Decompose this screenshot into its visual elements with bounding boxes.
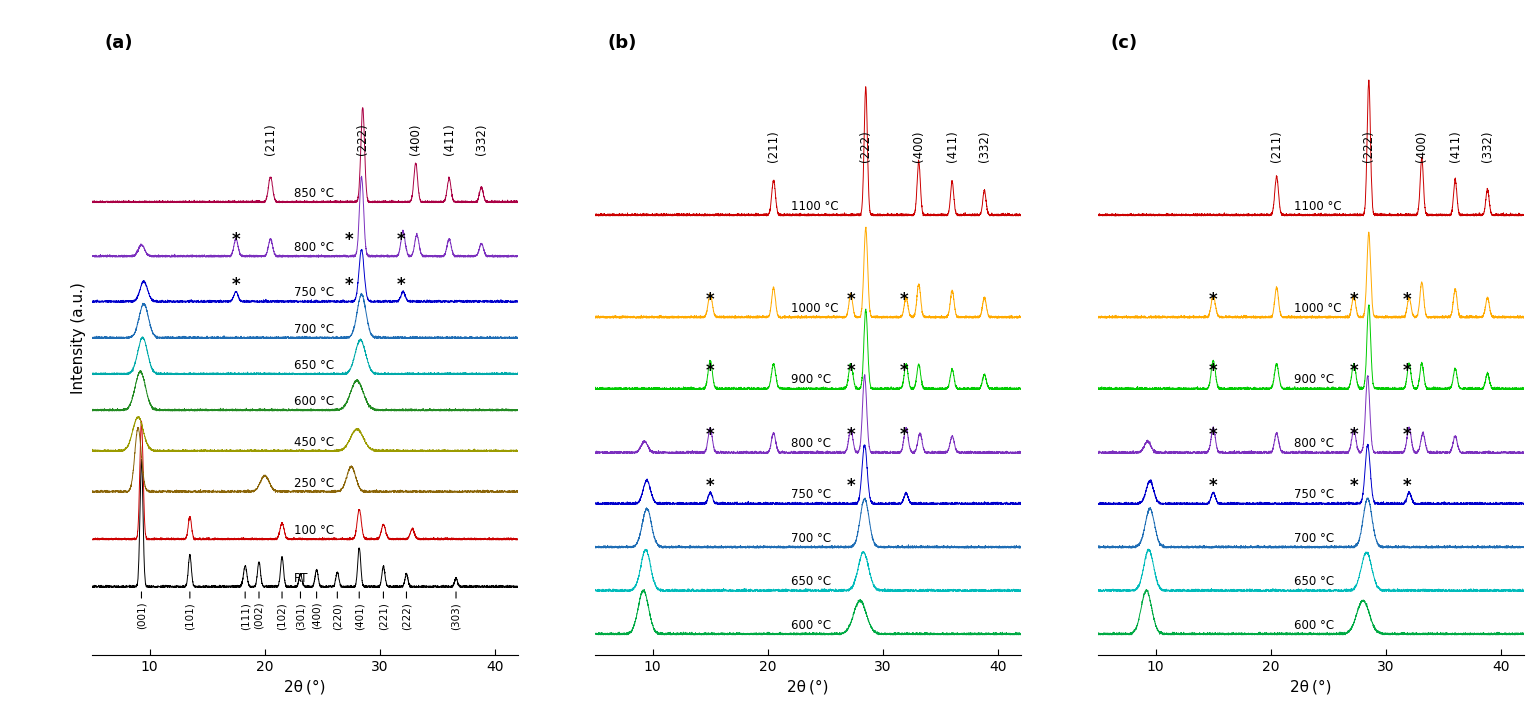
Text: (222): (222) xyxy=(1362,130,1376,162)
Text: (301): (301) xyxy=(296,602,305,629)
Text: *: * xyxy=(847,291,855,309)
Text: 700 °C: 700 °C xyxy=(294,323,334,336)
Text: (211): (211) xyxy=(264,123,277,155)
Text: (102): (102) xyxy=(277,602,286,629)
Text: 750 °C: 750 °C xyxy=(294,287,334,300)
Text: (c): (c) xyxy=(1111,35,1138,53)
Text: *: * xyxy=(847,477,855,495)
X-axis label: 2θ (°): 2θ (°) xyxy=(787,680,829,695)
Text: (a): (a) xyxy=(104,35,133,53)
Text: (400): (400) xyxy=(311,602,322,629)
Text: (411): (411) xyxy=(945,130,959,162)
Text: *: * xyxy=(899,362,908,380)
Text: (400): (400) xyxy=(409,124,423,155)
Text: (101): (101) xyxy=(185,602,195,629)
Text: (222): (222) xyxy=(355,123,369,155)
Text: *: * xyxy=(1209,291,1218,309)
Text: *: * xyxy=(899,291,908,309)
Text: 1100 °C: 1100 °C xyxy=(791,199,838,212)
Text: 850 °C: 850 °C xyxy=(294,187,334,200)
Text: (332): (332) xyxy=(1481,130,1494,162)
Text: 800 °C: 800 °C xyxy=(1295,437,1334,450)
Text: *: * xyxy=(397,231,404,249)
Text: (211): (211) xyxy=(768,130,780,162)
Text: 700 °C: 700 °C xyxy=(791,532,830,545)
Text: (411): (411) xyxy=(443,123,455,155)
Text: *: * xyxy=(1402,477,1411,495)
Text: 900 °C: 900 °C xyxy=(791,374,830,387)
Text: *: * xyxy=(345,231,354,249)
Text: (401): (401) xyxy=(354,602,365,629)
Text: 650 °C: 650 °C xyxy=(1295,575,1334,588)
Text: *: * xyxy=(706,477,714,495)
Text: 450 °C: 450 °C xyxy=(294,436,334,449)
Text: *: * xyxy=(231,276,241,294)
Text: *: * xyxy=(1402,362,1411,380)
Y-axis label: Intensity (a.u.): Intensity (a.u.) xyxy=(72,282,86,395)
Text: *: * xyxy=(706,362,714,380)
Text: *: * xyxy=(1209,426,1218,444)
Text: 750 °C: 750 °C xyxy=(791,488,830,501)
Text: (222): (222) xyxy=(859,130,872,162)
Text: (002): (002) xyxy=(254,602,264,629)
Text: *: * xyxy=(847,426,855,444)
Text: 900 °C: 900 °C xyxy=(1295,374,1334,387)
Text: 700 °C: 700 °C xyxy=(1295,532,1334,545)
Text: 1000 °C: 1000 °C xyxy=(791,302,838,315)
Text: *: * xyxy=(231,231,241,249)
X-axis label: 2θ (°): 2θ (°) xyxy=(285,680,326,695)
Text: (400): (400) xyxy=(1416,130,1428,162)
Text: *: * xyxy=(1209,477,1218,495)
Text: (221): (221) xyxy=(378,602,389,630)
Text: *: * xyxy=(1350,426,1359,444)
Text: *: * xyxy=(899,426,908,444)
Text: *: * xyxy=(1209,362,1218,380)
Text: (b): (b) xyxy=(608,35,637,53)
Text: RT: RT xyxy=(294,572,308,585)
Text: 1000 °C: 1000 °C xyxy=(1295,302,1342,315)
Text: (211): (211) xyxy=(1270,130,1284,162)
Text: 750 °C: 750 °C xyxy=(1295,488,1334,501)
Text: (332): (332) xyxy=(475,124,487,155)
Text: 650 °C: 650 °C xyxy=(294,359,334,372)
Text: 800 °C: 800 °C xyxy=(294,241,334,254)
X-axis label: 2θ (°): 2θ (°) xyxy=(1290,680,1331,695)
Text: (303): (303) xyxy=(450,602,461,629)
Text: *: * xyxy=(1350,477,1359,495)
Text: *: * xyxy=(847,362,855,380)
Text: (111): (111) xyxy=(241,602,250,630)
Text: *: * xyxy=(706,291,714,309)
Text: 800 °C: 800 °C xyxy=(791,437,830,450)
Text: (222): (222) xyxy=(401,602,412,630)
Text: *: * xyxy=(397,276,404,294)
Text: (220): (220) xyxy=(332,602,342,629)
Text: 650 °C: 650 °C xyxy=(791,575,830,588)
Text: (411): (411) xyxy=(1449,130,1462,162)
Text: (400): (400) xyxy=(912,130,925,162)
Text: 600 °C: 600 °C xyxy=(294,395,334,408)
Text: *: * xyxy=(345,276,354,294)
Text: 1100 °C: 1100 °C xyxy=(1295,199,1342,212)
Text: *: * xyxy=(1350,362,1359,380)
Text: 250 °C: 250 °C xyxy=(294,477,334,490)
Text: *: * xyxy=(1402,426,1411,444)
Text: 600 °C: 600 °C xyxy=(1295,618,1334,631)
Text: *: * xyxy=(1350,291,1359,309)
Text: (332): (332) xyxy=(977,130,991,162)
Text: *: * xyxy=(1402,291,1411,309)
Text: 600 °C: 600 °C xyxy=(791,618,830,631)
Text: (001): (001) xyxy=(136,602,147,629)
Text: *: * xyxy=(706,426,714,444)
Text: 100 °C: 100 °C xyxy=(294,524,334,537)
